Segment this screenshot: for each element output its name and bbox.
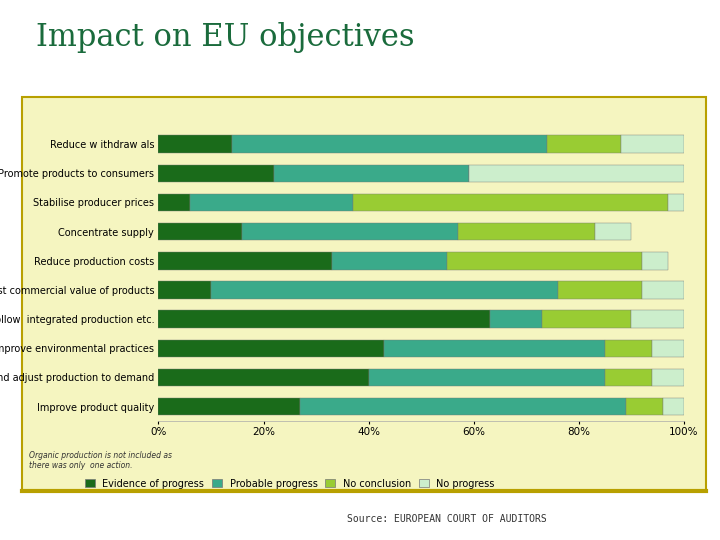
Bar <box>158 310 490 328</box>
Bar <box>243 223 458 240</box>
Bar <box>547 136 621 153</box>
Text: Impact on EU objectives: Impact on EU objectives <box>36 22 415 52</box>
Bar <box>631 310 684 328</box>
Bar <box>158 223 243 240</box>
Text: Source: EUROPEAN COURT OF AUDITORS: Source: EUROPEAN COURT OF AUDITORS <box>346 514 546 524</box>
Bar <box>490 310 542 328</box>
Bar <box>332 252 448 269</box>
Bar <box>158 165 274 182</box>
Bar <box>605 340 652 357</box>
Bar <box>274 165 469 182</box>
Bar <box>211 281 558 299</box>
Bar <box>595 223 631 240</box>
Bar <box>642 281 684 299</box>
Bar <box>663 398 684 415</box>
Bar <box>652 369 684 386</box>
Bar <box>158 194 190 211</box>
Bar <box>158 252 332 269</box>
Text: Organic production is not included as
there was only  one action.: Organic production is not included as th… <box>29 451 172 470</box>
Bar <box>300 398 626 415</box>
Bar <box>384 340 606 357</box>
Bar <box>626 398 663 415</box>
Bar <box>353 194 668 211</box>
Bar <box>668 194 684 211</box>
Bar <box>652 340 684 357</box>
Bar <box>158 281 211 299</box>
Bar <box>621 136 684 153</box>
Bar <box>542 310 631 328</box>
Bar <box>232 136 547 153</box>
Bar <box>158 398 300 415</box>
Bar <box>558 281 642 299</box>
Bar <box>158 136 232 153</box>
Bar <box>158 369 369 386</box>
Legend: Evidence of progress, Probable progress, No conclusion, No progress: Evidence of progress, Probable progress,… <box>85 478 495 489</box>
Bar <box>369 369 605 386</box>
Bar <box>469 165 684 182</box>
Bar <box>448 252 642 269</box>
Bar <box>605 369 652 386</box>
Bar <box>642 252 668 269</box>
Bar <box>158 340 384 357</box>
Bar <box>190 194 353 211</box>
Bar <box>458 223 595 240</box>
